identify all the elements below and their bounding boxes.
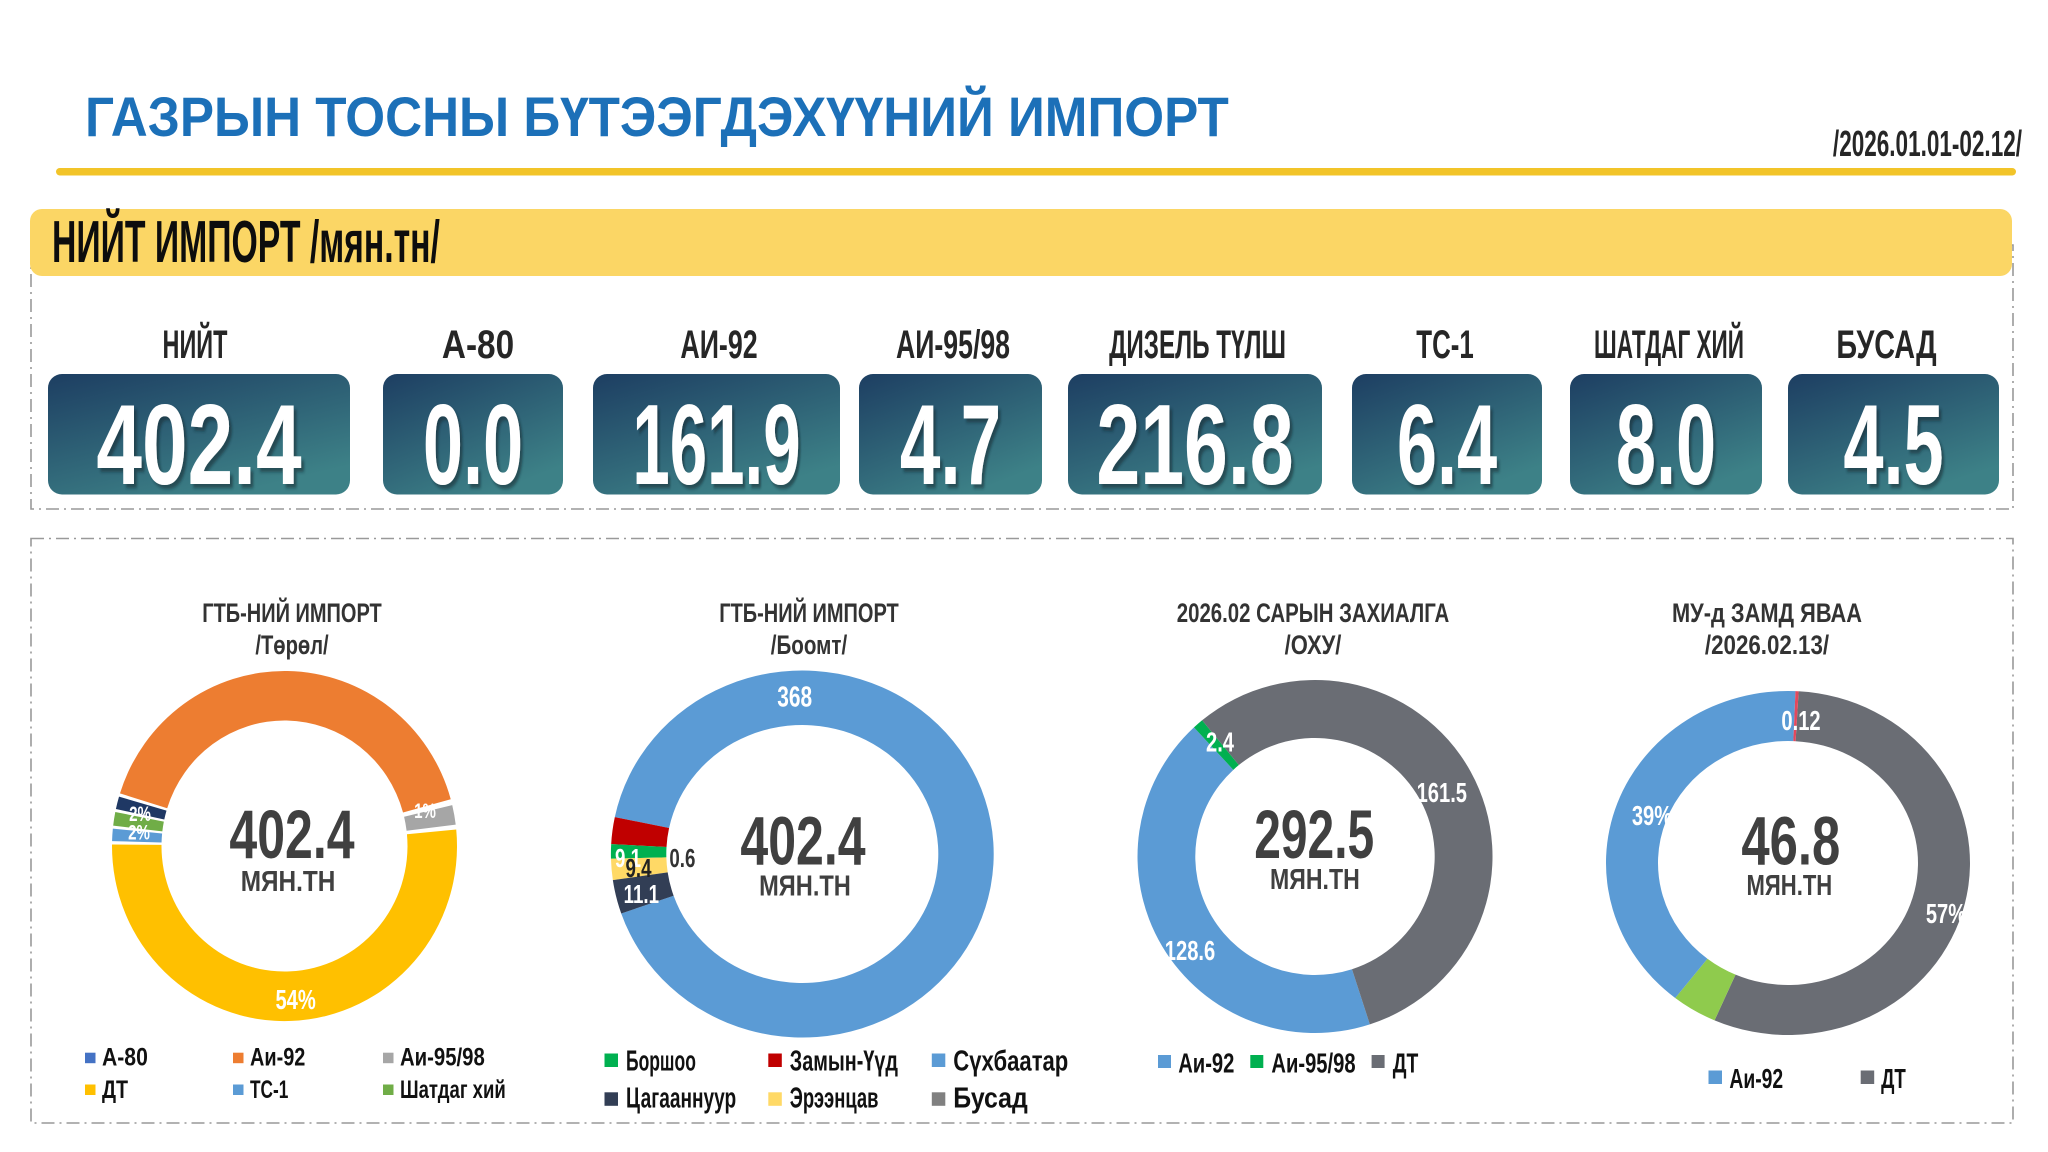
svg-text:БУСАД: БУСАД (1836, 322, 1936, 367)
svg-text:/Боомт/: /Боомт/ (771, 630, 848, 660)
svg-text:39%: 39% (1632, 801, 1673, 832)
svg-text:9.4: 9.4 (625, 853, 651, 883)
svg-text:ГАЗРЫН ТОСНЫ БҮТЭЭГДЭХҮҮНИЙ ИМ: ГАЗРЫН ТОСНЫ БҮТЭЭГДЭХҮҮНИЙ ИМПОРТ (85, 85, 1229, 149)
svg-text:МЯН.ТН: МЯН.ТН (1747, 870, 1833, 902)
svg-text:0.0: 0.0 (423, 382, 523, 509)
svg-text:НИЙТ: НИЙТ (163, 320, 228, 366)
svg-text:ДИЗЕЛЬ ТҮЛШ: ДИЗЕЛЬ ТҮЛШ (1109, 323, 1286, 368)
svg-text:Шатдаг хий: Шатдаг хий (400, 1075, 506, 1103)
svg-text:НИЙТ ИМПОРТ /мян.тн/: НИЙТ ИМПОРТ /мян.тн/ (52, 208, 440, 276)
svg-text:11.1: 11.1 (624, 879, 659, 909)
svg-text:/2026.01.01-02.12/: /2026.01.01-02.12/ (1833, 125, 2023, 165)
svg-text:402.4: 402.4 (96, 382, 301, 509)
svg-text:А-80: А-80 (442, 322, 514, 367)
svg-text:368: 368 (777, 681, 812, 713)
svg-text:402.4: 402.4 (229, 795, 355, 873)
svg-text:/Төрөл/: /Төрөл/ (255, 630, 329, 661)
svg-text:54%: 54% (275, 985, 316, 1016)
svg-text:1%: 1% (414, 798, 436, 822)
svg-text:/ОХУ/: /ОХУ/ (1285, 631, 1342, 661)
svg-text:МУ-д ЗАМД ЯВАА: МУ-д ЗАМД ЯВАА (1672, 599, 1862, 629)
svg-text:А-80: А-80 (102, 1043, 148, 1071)
svg-text:Аи-95/98: Аи-95/98 (400, 1042, 485, 1071)
svg-text:МЯН.ТН: МЯН.ТН (1270, 862, 1360, 895)
svg-text:Замын-Үүд: Замын-Үүд (790, 1046, 898, 1078)
svg-text:/2026.02.13/: /2026.02.13/ (1705, 631, 1829, 660)
svg-text:0.12: 0.12 (1781, 706, 1820, 737)
svg-text:46.8: 46.8 (1741, 802, 1840, 879)
svg-text:4.7: 4.7 (900, 382, 1001, 509)
svg-text:АИ-92: АИ-92 (680, 323, 757, 368)
svg-text:МЯН.ТН: МЯН.ТН (759, 869, 851, 902)
svg-text:292.5: 292.5 (1254, 795, 1374, 873)
svg-text:ШАТДАГ ХИЙ: ШАТДАГ ХИЙ (1594, 320, 1744, 367)
svg-text:2.4: 2.4 (1206, 727, 1234, 758)
svg-text:МЯН.ТН: МЯН.ТН (241, 865, 336, 897)
svg-text:161.9: 161.9 (632, 380, 800, 508)
svg-text:ТС-1: ТС-1 (1416, 324, 1473, 368)
svg-text:Эрээнцав: Эрээнцав (790, 1082, 879, 1114)
svg-text:ДТ: ДТ (102, 1076, 128, 1104)
svg-text:2026.02 САРЫН ЗАХИАЛГА: 2026.02 САРЫН ЗАХИАЛГА (1177, 598, 1450, 628)
svg-text:9.1: 9.1 (615, 843, 641, 873)
svg-text:Боршоо: Боршоо (626, 1045, 696, 1078)
svg-text:161.5: 161.5 (1417, 778, 1467, 809)
svg-text:128.6: 128.6 (1165, 936, 1215, 967)
svg-text:4.5: 4.5 (1843, 382, 1943, 509)
svg-text:Аи-92: Аи-92 (1729, 1064, 1783, 1095)
svg-text:6.4: 6.4 (1397, 382, 1497, 509)
svg-text:Аи-92: Аи-92 (1178, 1048, 1234, 1079)
svg-text:402.4: 402.4 (740, 801, 866, 879)
svg-text:57%: 57% (1926, 899, 1967, 930)
svg-text:ДТ: ДТ (1393, 1048, 1419, 1079)
svg-text:0.6: 0.6 (669, 843, 695, 873)
svg-text:АИ-95/98: АИ-95/98 (896, 323, 1010, 368)
svg-text:Цагааннуур: Цагааннуур (626, 1083, 736, 1115)
svg-text:216.8: 216.8 (1096, 380, 1293, 508)
svg-text:Сүхбаатар: Сүхбаатар (953, 1046, 1068, 1078)
svg-text:Аи-95/98: Аи-95/98 (1271, 1048, 1355, 1079)
svg-text:Аи-92: Аи-92 (250, 1043, 305, 1071)
svg-text:ДТ: ДТ (1881, 1063, 1906, 1095)
svg-text:ТС-1: ТС-1 (250, 1076, 288, 1104)
svg-text:ГТБ-НИЙ ИМПОРТ: ГТБ-НИЙ ИМПОРТ (202, 597, 382, 629)
svg-text:2%: 2% (128, 820, 150, 844)
svg-text:8.0: 8.0 (1616, 382, 1716, 509)
svg-text:Бусад: Бусад (953, 1082, 1027, 1114)
svg-text:2%: 2% (129, 801, 151, 825)
svg-text:ГТБ-НИЙ ИМПОРТ: ГТБ-НИЙ ИМПОРТ (719, 597, 899, 629)
